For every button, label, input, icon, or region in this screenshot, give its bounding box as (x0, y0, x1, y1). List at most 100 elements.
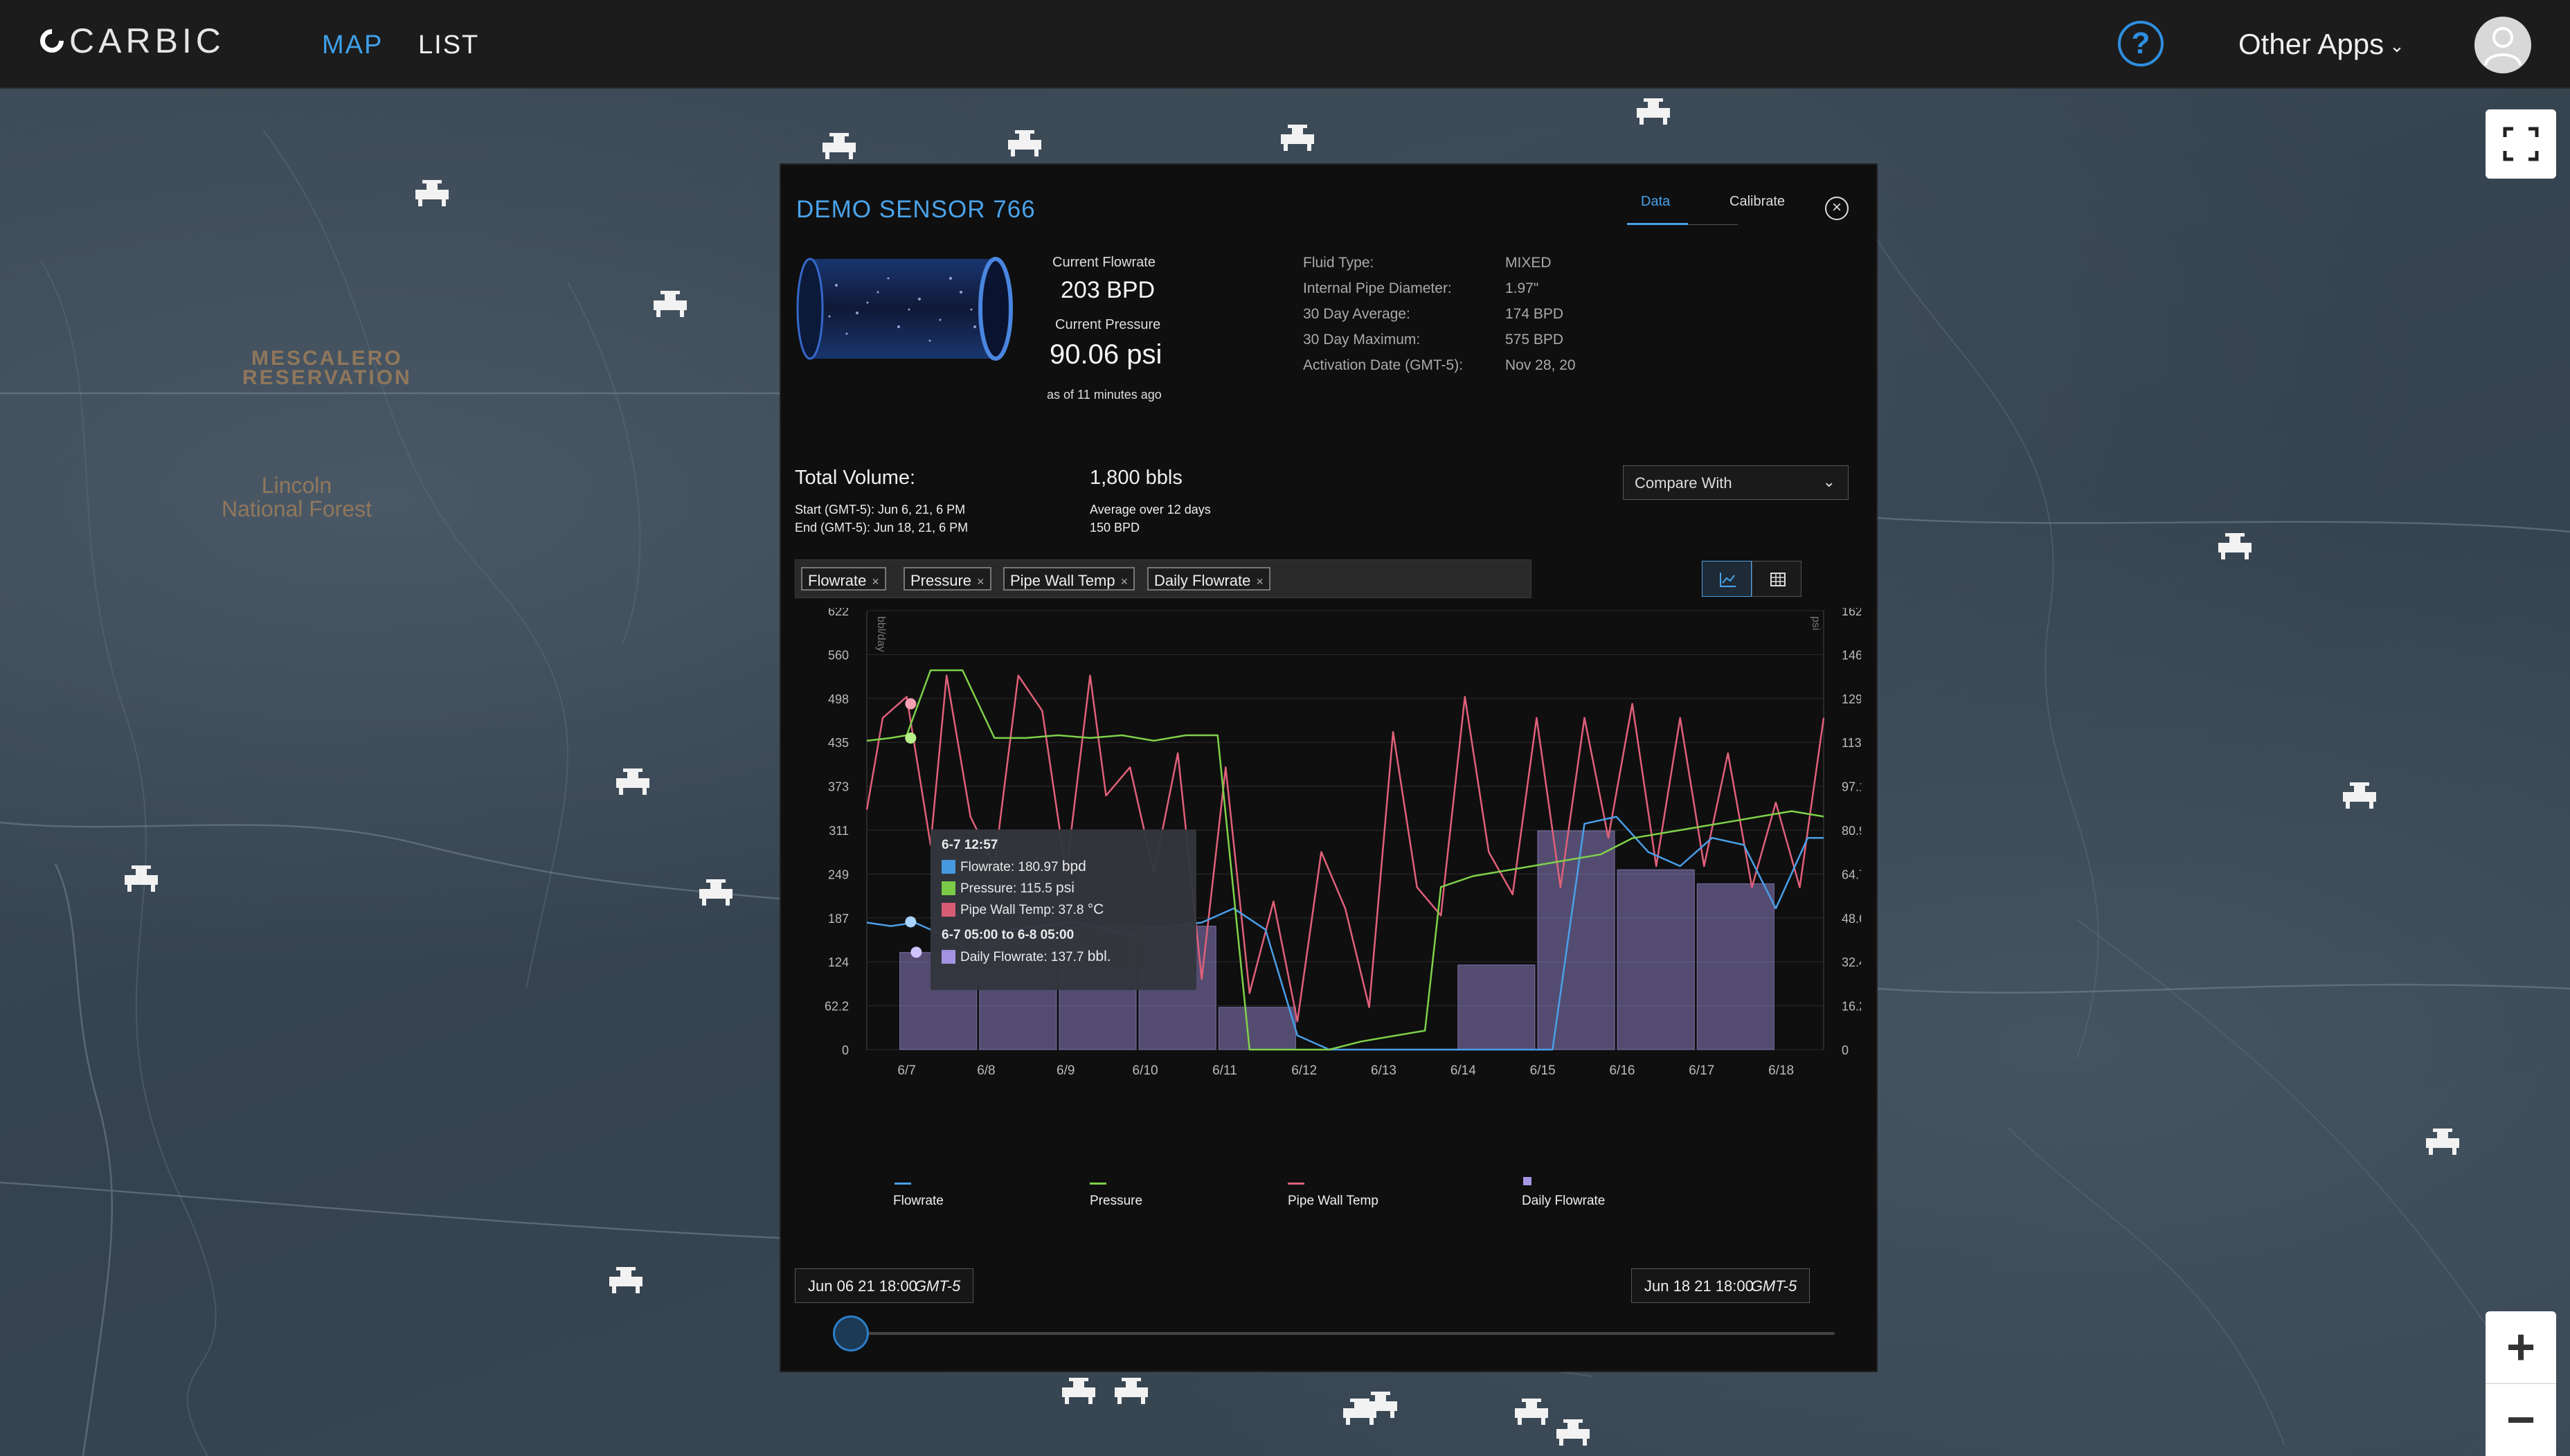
zoom-out-button[interactable]: − (2506, 1392, 2536, 1448)
fullscreen-button[interactable] (2486, 109, 2556, 179)
fullscreen-icon (2503, 127, 2539, 161)
tooltip-daily-unit: bbl. (1087, 949, 1111, 964)
tab-calibrate[interactable]: Calibrate (1729, 194, 1786, 209)
time-range-slider-handle[interactable] (833, 1315, 869, 1351)
end-date-value: Jun 18 21 18:00 (1644, 1277, 1754, 1295)
sensor-pin-icon[interactable] (2423, 1127, 2462, 1159)
zoom-in-button[interactable]: + (2506, 1320, 2536, 1375)
sensor-pin-icon[interactable] (651, 289, 690, 321)
sensor-pin-icon[interactable] (1278, 123, 1317, 155)
tooltip-pressure-unit: psi (1056, 880, 1075, 896)
time-range-slider-track[interactable] (849, 1332, 1835, 1335)
compare-with-label: Compare With (1635, 474, 1732, 492)
right-tick-label: 32.4 (1842, 955, 1861, 969)
series-tag-input[interactable]: Flowrate × Pressure × Pipe Wall Temp × Daily F… (795, 559, 1531, 598)
daily-flowrate-bar (1457, 964, 1536, 1050)
chevron-down-icon: ⌄ (1822, 473, 1835, 490)
right-tick-label: 113 (1842, 736, 1861, 750)
sensor-pin-icon[interactable] (2216, 532, 2254, 564)
series-tag[interactable]: Pipe Wall Temp × (1003, 567, 1135, 591)
sensor-pin-icon[interactable] (122, 864, 161, 896)
x-tick-label: 6/10 (1133, 1063, 1158, 1078)
tooltip-daily: Daily Flowrate: 137.7 (960, 950, 1084, 964)
pipe-illustration (796, 257, 1013, 361)
series-tag[interactable]: Daily Flowrate × (1147, 567, 1270, 591)
x-tick-label: 6/17 (1689, 1063, 1714, 1078)
sensor-pin-icon[interactable] (1554, 1418, 1592, 1450)
start-date-field[interactable]: Jun 06 21 18:00GMT-5 (795, 1268, 974, 1303)
remove-tag-icon[interactable]: × (977, 575, 985, 588)
right-tick-label: 16.2 (1842, 1000, 1861, 1014)
left-axis-label: bbl/day (875, 616, 887, 652)
map-label-lincoln: Lincoln National Forest (222, 473, 372, 521)
nav-list-link[interactable]: LIST (418, 30, 480, 60)
left-tick-label: 62.2 (825, 1000, 849, 1014)
sensor-pin-icon[interactable] (1361, 1390, 1400, 1422)
detail-value: MIXED (1505, 255, 1552, 271)
tooltip-flowrate-unit: bpd (1061, 859, 1086, 874)
remove-tag-icon[interactable]: × (1256, 575, 1264, 588)
detail-key: Fluid Type: (1303, 255, 1374, 271)
sensor-pin-icon[interactable] (820, 132, 859, 163)
compare-with-dropdown[interactable]: Compare With ⌄ (1623, 465, 1849, 500)
sensor-pin-icon[interactable] (413, 179, 451, 210)
legend-pressure[interactable]: Pressure (1090, 1194, 1143, 1208)
left-tick-label: 249 (828, 868, 849, 881)
series-tag-label: Flowrate (808, 572, 867, 589)
x-tick-label: 6/18 (1768, 1063, 1794, 1078)
start-date-value: Jun 06 21 18:00 (808, 1277, 917, 1295)
range-end: End (GMT-5): Jun 18, 21, 6 PM (795, 521, 969, 534)
left-tick-label: 0 (842, 1043, 849, 1057)
right-tick-label: 64.7 (1842, 868, 1861, 881)
series-tag[interactable]: Flowrate × (801, 567, 886, 591)
x-tick-label: 6/13 (1371, 1063, 1396, 1078)
sensor-pin-icon[interactable] (2340, 781, 2379, 813)
legend-flowrate-mark (895, 1183, 911, 1185)
table-view-button[interactable] (1752, 561, 1801, 597)
sensor-title: DEMO SENSOR 766 (796, 196, 1036, 223)
daily-flowrate-bar (1537, 830, 1615, 1050)
tooltip-flowrate: Flowrate: 180.97 (960, 860, 1059, 874)
tooltip-temp: Pipe Wall Temp: 37.8 (960, 903, 1084, 917)
detail-key: Internal Pipe Diameter: (1303, 280, 1452, 296)
end-date-field[interactable]: Jun 18 21 18:00GMT-5 (1631, 1268, 1810, 1303)
remove-tag-icon[interactable]: × (1120, 575, 1129, 588)
close-icon[interactable]: × (1825, 197, 1849, 220)
legend-daily[interactable]: Daily Flowrate (1522, 1194, 1606, 1208)
nav-map-link[interactable]: MAP (322, 30, 384, 60)
legend-flowrate[interactable]: Flowrate (893, 1194, 944, 1208)
average-over-label: Average over 12 days (1090, 503, 1211, 516)
sensor-pin-icon[interactable] (606, 1266, 645, 1297)
x-tick-label: 6/15 (1530, 1063, 1556, 1078)
detail-key: 30 Day Average: (1303, 306, 1410, 322)
line-chart-view-button[interactable] (1702, 561, 1752, 597)
right-axis-label: psi (1810, 616, 1822, 630)
hover-marker-temp (905, 698, 917, 710)
sensor-pin-icon[interactable] (1634, 97, 1673, 129)
carbic-logo[interactable]: CARBIC (35, 21, 225, 61)
daily-swatch (942, 950, 955, 964)
sensor-pin-icon[interactable] (697, 878, 735, 910)
tab-data[interactable]: Data (1641, 194, 1671, 209)
left-tick-label: 311 (829, 824, 849, 838)
legend-temp[interactable]: Pipe Wall Temp (1288, 1194, 1378, 1208)
daily-flowrate-bar (1696, 883, 1774, 1050)
x-tick-label: 6/14 (1450, 1063, 1476, 1078)
user-avatar[interactable] (2474, 17, 2531, 73)
help-icon[interactable]: ? (2118, 21, 2164, 66)
right-tick-label: 129 (1842, 692, 1861, 706)
x-tick-label: 6/9 (1057, 1063, 1075, 1078)
remove-tag-icon[interactable]: × (872, 575, 879, 588)
sensor-pin-icon[interactable] (1512, 1397, 1551, 1429)
range-start: Start (GMT-5): Jun 6, 21, 6 PM (795, 503, 966, 516)
left-tick-label: 622 (828, 608, 849, 618)
sensor-pin-icon[interactable] (613, 767, 652, 799)
legend-daily-mark (1523, 1177, 1531, 1185)
x-tick-label: 6/16 (1609, 1063, 1635, 1078)
sensor-pin-icon[interactable] (1112, 1376, 1151, 1408)
sensor-pin-icon[interactable] (1059, 1376, 1098, 1408)
sensor-chart[interactable]: 622 162 560 146 498 129 435 113 373 97.1 311 80.9 24… (795, 608, 1861, 1113)
series-tag[interactable]: Pressure × (904, 567, 991, 591)
sensor-pin-icon[interactable] (1005, 129, 1044, 161)
other-apps-menu[interactable]: Other Apps ⌄ (2238, 28, 2405, 61)
